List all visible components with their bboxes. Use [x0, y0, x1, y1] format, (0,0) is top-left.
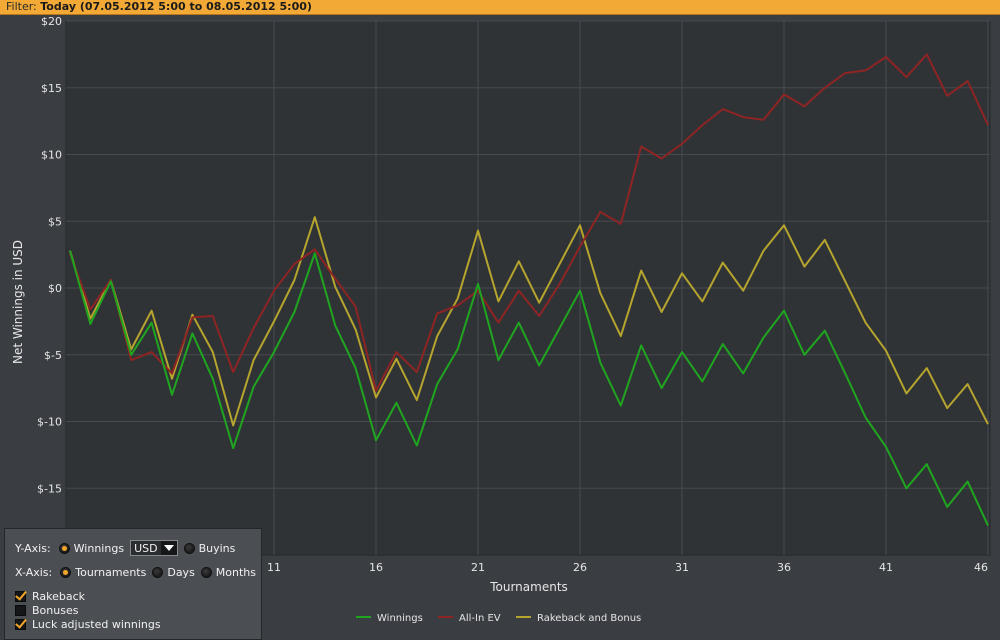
- x-axis-label: X-Axis:: [15, 565, 53, 579]
- legend: Winnings All-In EV Rakeback and Bonus: [356, 613, 641, 624]
- x-axis-title: Tournaments: [489, 580, 568, 594]
- bonuses-label: Bonuses: [32, 603, 79, 617]
- series-line-winnings: [69, 250, 989, 527]
- legend-item: Winnings: [356, 613, 423, 624]
- series-lines: [69, 53, 989, 527]
- x-tick-label: 41: [879, 561, 893, 574]
- tournaments-option-label: Tournaments: [75, 565, 147, 579]
- legend-label: Winnings: [377, 613, 423, 624]
- y-tick-label: $-5: [44, 349, 62, 362]
- legend-item: All-In EV: [438, 613, 501, 624]
- y-tick-label: $15: [41, 82, 62, 95]
- luck-adjusted-label: Luck adjusted winnings: [32, 617, 161, 631]
- x-tick-label: 11: [267, 561, 281, 574]
- x-tick-label: 36: [777, 561, 791, 574]
- y-tick-label: $10: [41, 149, 62, 162]
- filter-label: Filter:: [6, 0, 37, 13]
- months-radio[interactable]: [200, 566, 212, 578]
- series-line-rakeback-and-bonus: [69, 216, 989, 427]
- winnings-chart: $-15 $-10 $-5 $0 $5 $10 $15 $20 11 16 21 26 31 36 41 4…: [0, 15, 1000, 636]
- x-axis-row: X-Axis: Tournaments Days Months: [15, 564, 260, 580]
- winnings-radio[interactable]: [58, 542, 70, 554]
- x-tick-label: 26: [573, 561, 587, 574]
- days-radio[interactable]: [152, 566, 164, 578]
- currency-select[interactable]: USD: [130, 540, 178, 556]
- y-axis-ticks: $-15 $-10 $-5 $0 $5 $10 $15 $20: [37, 15, 62, 495]
- bonuses-row[interactable]: Bonuses: [15, 602, 78, 618]
- x-tick-label: 16: [369, 561, 383, 574]
- x-tick-label: 31: [675, 561, 689, 574]
- buyins-radio[interactable]: [183, 542, 195, 554]
- days-option-label: Days: [167, 565, 195, 579]
- luck-adjusted-checkbox[interactable]: [15, 618, 26, 630]
- filter-bar: Filter: Today (07.05.2012 5:00 to 08.05.…: [0, 0, 1000, 15]
- y-tick-label: $5: [48, 215, 62, 228]
- tournaments-radio[interactable]: [60, 566, 72, 578]
- chevron-down-icon[interactable]: [160, 541, 177, 555]
- y-tick-label: $-15: [37, 482, 62, 495]
- y-tick-label: $0: [48, 282, 62, 295]
- winnings-option-label: Winnings: [73, 541, 125, 555]
- axis-options-panel: Y-Axis: Winnings USD Buyins X-Axis: Tour…: [4, 528, 262, 640]
- bonuses-checkbox[interactable]: [15, 604, 26, 616]
- x-tick-label: 46: [974, 561, 988, 574]
- legend-label: Rakeback and Bonus: [537, 613, 641, 624]
- x-tick-label: 21: [471, 561, 485, 574]
- series-line-all-in-ev: [69, 53, 989, 392]
- y-tick-label: $-10: [37, 416, 62, 429]
- months-option-label: Months: [215, 565, 257, 579]
- y-axis-label: Y-Axis:: [15, 541, 51, 555]
- grid: [66, 20, 990, 555]
- rakeback-row[interactable]: Rakeback: [15, 588, 85, 604]
- buyins-option-label: Buyins: [198, 541, 236, 555]
- y-axis-row: Y-Axis: Winnings USD Buyins: [15, 540, 239, 556]
- currency-value: USD: [134, 541, 158, 555]
- rakeback-checkbox[interactable]: [15, 590, 26, 602]
- filter-value: Today (07.05.2012 5:00 to 08.05.2012 5:0…: [40, 0, 312, 13]
- rakeback-label: Rakeback: [32, 589, 86, 603]
- y-tick-label: $20: [41, 15, 62, 28]
- legend-label: All-In EV: [459, 613, 501, 624]
- luck-adjusted-row[interactable]: Luck adjusted winnings: [15, 616, 161, 632]
- legend-item: Rakeback and Bonus: [516, 613, 641, 624]
- y-axis-title: Net Winnings in USD: [11, 240, 25, 364]
- x-axis-ticks: 11 16 21 26 31 36 41 46: [267, 561, 988, 574]
